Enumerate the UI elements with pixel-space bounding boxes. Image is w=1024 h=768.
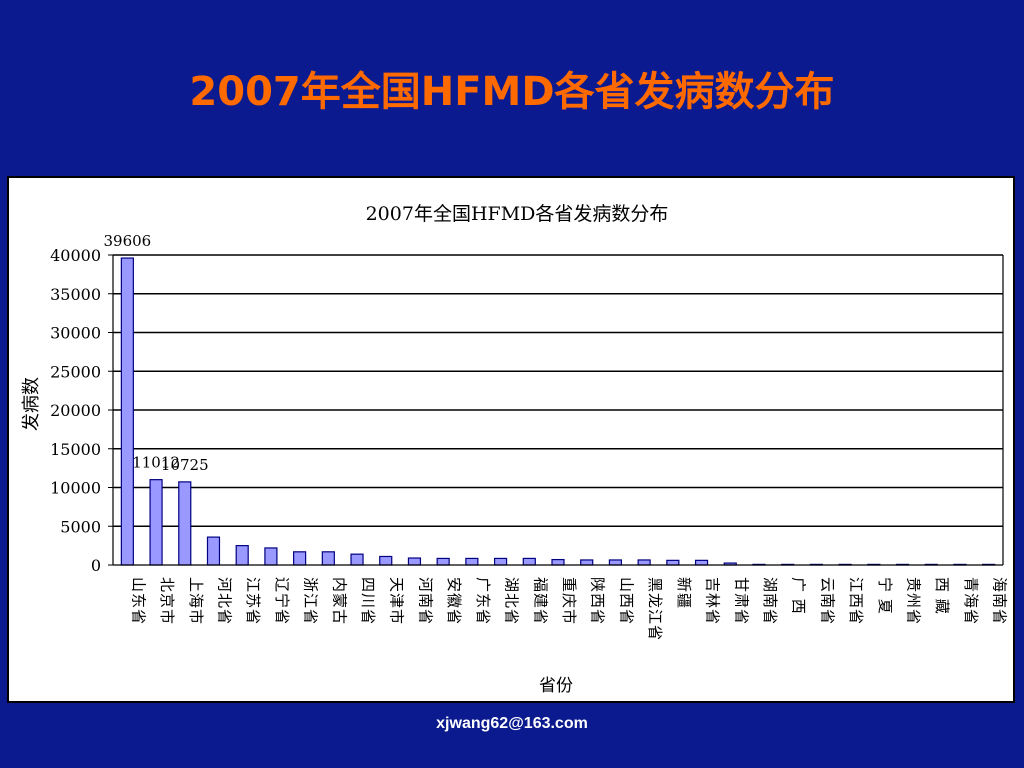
bar (206, 536, 221, 566)
slide-title: 2007年全国HFMD各省发病数分布 (189, 69, 835, 115)
bar (694, 559, 709, 566)
bar (493, 557, 508, 566)
x-tick-label: 吉林省 (704, 577, 722, 625)
x-tick-label: 湖南省 (761, 577, 779, 625)
y-tick-label: 25000 (50, 362, 101, 381)
x-tick-label: 浙江省 (302, 577, 320, 625)
y-tick-label: 0 (91, 556, 101, 575)
y-tick-label: 15000 (50, 440, 101, 459)
y-tick-label: 40000 (50, 246, 101, 265)
x-tick-label: 内蒙古 (330, 577, 348, 625)
bar (293, 551, 307, 566)
bars (120, 257, 996, 566)
x-tick-label: 重庆市 (560, 577, 578, 625)
x-tick-label: 甘肃省 (732, 577, 750, 625)
footer-email: xjwang62@163.com (436, 715, 588, 732)
data-label: 11012 (132, 454, 180, 472)
x-axis-title: 省份 (539, 676, 573, 696)
x-tick-label: 河北省 (215, 577, 233, 625)
x-tick-label: 新疆 (675, 577, 693, 609)
x-tick-label: 海南省 (991, 577, 1009, 625)
y-tick-label: 35000 (50, 285, 101, 304)
bar (264, 547, 278, 566)
bar (522, 557, 536, 566)
x-tick-label: 安徽省 (445, 577, 463, 625)
y-tick-label: 30000 (50, 324, 101, 343)
x-tick-label: 上海市 (187, 577, 205, 625)
bar (608, 559, 623, 566)
bar (350, 553, 364, 566)
y-tick-label: 10000 (50, 479, 101, 498)
x-tick-labels: 山东省 北京市 上海市 河北省 江苏省 辽宁省 浙江省 内蒙古 四川省 天津市 河南省 安徽省 广东省湖… (129, 577, 1008, 641)
bar (551, 558, 565, 566)
x-tick-label: 福建省 (531, 577, 549, 625)
bar (120, 257, 134, 566)
bar (321, 551, 335, 566)
x-tick-label: 辽宁省 (273, 577, 291, 625)
y-tick-label: 20000 (50, 401, 101, 420)
data-label: 10725 (161, 456, 209, 474)
y-axis-title: 发病数 (21, 377, 42, 431)
x-tick-label: 贵州省 (905, 577, 923, 625)
bar (178, 481, 192, 566)
x-tick-label: 陕西省 (589, 577, 607, 625)
x-tick-label: 西 藏 (933, 577, 951, 615)
x-tick-label: 广 西 (790, 577, 808, 615)
x-tick-label: 湖北省 (503, 577, 521, 625)
x-tick-label: 天津市 (388, 577, 406, 625)
x-tick-label: 北京市 (158, 577, 176, 625)
bar (580, 559, 594, 566)
data-label: 39606 (103, 232, 151, 250)
bar (465, 557, 479, 566)
x-tick-label: 江苏省 (244, 577, 262, 625)
y-tick-label: 5000 (60, 517, 101, 536)
x-tick-label: 黑龙江省 (646, 577, 664, 641)
x-tick-label: 广东省 (474, 577, 492, 625)
bar-chart: 2007年全国HFMD各省发病数分布 发病数 省份 0 5000 10000 1500… (21, 203, 1009, 696)
gridlines (113, 254, 1003, 528)
bar (637, 559, 651, 566)
bar (666, 559, 680, 566)
x-tick-label: 四川省 (359, 577, 377, 625)
chart-title: 2007年全国HFMD各省发病数分布 (366, 203, 669, 225)
x-tick-label: 青海省 (962, 577, 980, 625)
y-tick-labels: 0 5000 10000 15000 20000 25000 30000 35000 40000 (50, 246, 101, 575)
bar (149, 479, 163, 566)
x-tick-label: 河南省 (416, 577, 434, 625)
x-tick-label: 山东省 (129, 577, 147, 625)
bar (235, 545, 249, 566)
chart-panel: 2007年全国HFMD各省发病数分布 发病数 省份 0 5000 10000 1500… (7, 176, 1015, 703)
bar (436, 557, 450, 566)
x-tick-label: 云南省 (818, 577, 836, 625)
x-tick-label: 宁 夏 (876, 577, 894, 615)
bar (407, 557, 422, 566)
x-tick-label: 江西省 (847, 577, 865, 625)
axes (108, 254, 1004, 566)
bar (379, 555, 393, 566)
x-tick-label: 山西省 (617, 577, 635, 625)
